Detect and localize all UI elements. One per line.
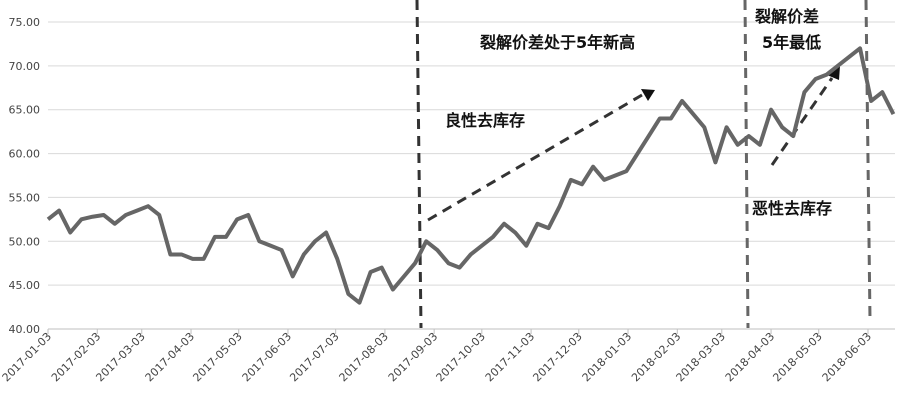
arrow: [770, 77, 834, 166]
y-tick-label: 50.00: [9, 235, 41, 248]
arrow-head: [827, 66, 840, 80]
x-tick-label: 2017-07-03: [287, 330, 341, 384]
annotation: 5年最低: [762, 33, 821, 52]
y-tick-label: 65.00: [9, 104, 41, 117]
arrow-head: [641, 89, 655, 101]
y-tick-label: 40.00: [9, 323, 41, 336]
x-tick-label: 2018-06-03: [820, 330, 874, 384]
decorations: [415, 0, 872, 329]
x-tick-label: 2018-01-03: [580, 330, 634, 384]
x-tick-label: 2017-10-03: [434, 330, 488, 384]
x-tick-label: 2017-01-03: [0, 330, 54, 384]
annotation: 裂解价差处于5年新高: [479, 33, 635, 52]
x-tick-label: 2018-04-03: [723, 330, 777, 384]
line-series: [46, 46, 896, 305]
divider: [743, 0, 750, 329]
x-tick-label: 2017-06-03: [240, 330, 294, 384]
x-tick-label: 2017-12-03: [530, 330, 584, 384]
y-tick-label: 45.00: [9, 279, 41, 292]
y-tick-label: 75.00: [9, 16, 41, 29]
annotation: 良性去库存: [445, 111, 525, 130]
divider: [415, 0, 423, 329]
x-tick-label: 2017-09-03: [386, 330, 440, 384]
x-tick-label: 2017-05-03: [190, 330, 244, 384]
divider: [864, 0, 872, 321]
annotation: 裂解价差: [754, 7, 819, 26]
arrow: [427, 93, 643, 222]
annotation: 恶性去库存: [752, 199, 832, 218]
x-tick-label: 2017-11-03: [483, 330, 537, 384]
y-tick-label: 55.00: [9, 191, 41, 204]
x-tick-label: 2018-05-03: [770, 330, 824, 384]
y-tick-label: 60.00: [9, 148, 41, 161]
x-tick-label: 2017-08-03: [337, 330, 391, 384]
x-tick-label: 2017-04-03: [143, 330, 197, 384]
y-tick-label: 70.00: [9, 60, 41, 73]
